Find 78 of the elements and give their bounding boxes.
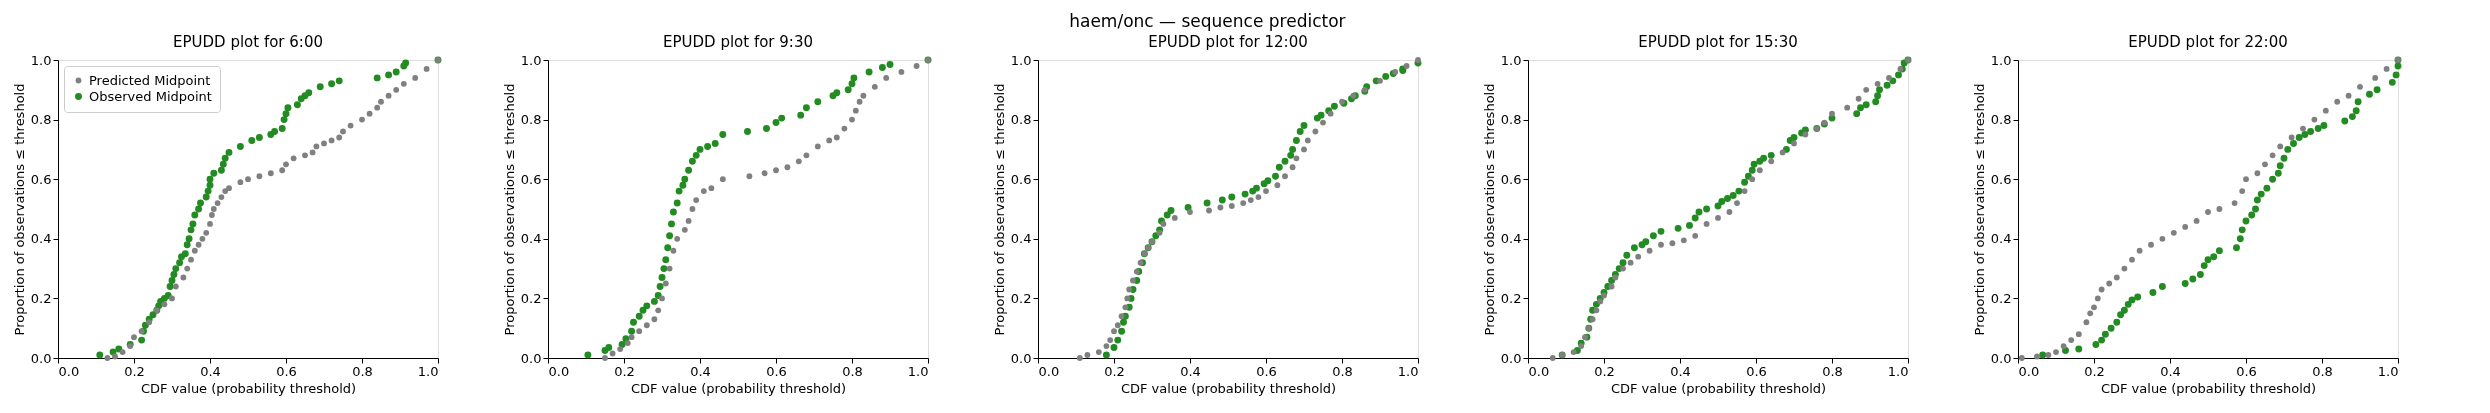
x-tick-label: 0.8 xyxy=(352,363,373,379)
x-tick-label: 0.2 xyxy=(1104,363,1125,379)
x-tick-label: 0.4 xyxy=(200,363,221,379)
y-tick-label: 1.0 xyxy=(30,52,52,68)
x-axis-title: CDF value (probability threshold) xyxy=(1120,380,1337,396)
x-tick-label: 0.2 xyxy=(124,363,145,379)
x-tick-label: 0.8 xyxy=(1822,363,1843,379)
x-tick-label: 0.4 xyxy=(1180,363,1201,379)
chart-title: EPUDD plot for 6:00 xyxy=(173,33,323,51)
y-tick-label: 0.2 xyxy=(1500,290,1522,306)
y-tick-label: 0.6 xyxy=(1010,171,1032,187)
x-tick-label: 0.0 xyxy=(2018,363,2040,379)
x-tick-label: 0.6 xyxy=(2236,363,2257,379)
y-tick-label: 1.0 xyxy=(1500,52,1522,68)
y-tick-label: 0.2 xyxy=(520,290,542,306)
y-tick-label: 1.0 xyxy=(1010,52,1032,68)
x-tick-label: 0.6 xyxy=(1256,363,1277,379)
x-tick-label: 0.4 xyxy=(2160,363,2181,379)
chart-title: EPUDD plot for 15:30 xyxy=(1638,33,1798,51)
y-tick-label: 0.0 xyxy=(30,350,52,366)
x-tick-label: 0.0 xyxy=(548,363,570,379)
y-tick-label: 0.8 xyxy=(30,112,52,128)
y-tick-label: 0.2 xyxy=(30,290,52,306)
x-tick-label: 0.2 xyxy=(1594,363,1615,379)
x-tick-label: 0.6 xyxy=(1746,363,1767,379)
x-axis-title: CDF value (probability threshold) xyxy=(2100,380,2317,396)
x-tick-label: 0.4 xyxy=(1670,363,1691,379)
x-tick-label: 0.6 xyxy=(276,363,297,379)
y-tick-label: 0.0 xyxy=(520,350,542,366)
y-axis-title: Proportion of observations ≤ threshold xyxy=(1481,83,1497,336)
x-tick-label: 0.0 xyxy=(1038,363,1060,379)
y-tick-label: 0.8 xyxy=(1990,112,2012,128)
x-tick-label: 0.8 xyxy=(1332,363,1353,379)
y-axis-title: Proportion of observations ≤ threshold xyxy=(501,83,517,336)
y-tick-label: 0.4 xyxy=(1990,231,2012,247)
x-tick-label: 1.0 xyxy=(1397,363,1419,379)
y-tick-label: 0.6 xyxy=(520,171,542,187)
x-tick-label: 0.6 xyxy=(766,363,787,379)
chart-title: EPUDD plot for 9:30 xyxy=(663,33,813,51)
x-tick-label: 1.0 xyxy=(417,363,439,379)
x-tick-label: 0.2 xyxy=(2084,363,2105,379)
y-tick-label: 0.4 xyxy=(30,231,52,247)
y-tick-label: 0.6 xyxy=(1500,171,1522,187)
y-tick-label: 1.0 xyxy=(1990,52,2012,68)
y-tick-label: 0.8 xyxy=(1500,112,1522,128)
x-tick-label: 1.0 xyxy=(1887,363,1909,379)
y-tick-label: 0.0 xyxy=(1500,350,1522,366)
y-tick-label: 0.4 xyxy=(1010,231,1032,247)
y-axis-title: Proportion of observations ≤ threshold xyxy=(11,83,27,336)
y-tick-label: 0.8 xyxy=(520,112,542,128)
x-tick-label: 0.2 xyxy=(614,363,635,379)
x-tick-label: 0.8 xyxy=(842,363,863,379)
x-tick-label: 0.4 xyxy=(690,363,711,379)
x-tick-label: 1.0 xyxy=(2377,363,2399,379)
legend-label: Observed Midpoint xyxy=(89,88,212,104)
y-tick-label: 0.0 xyxy=(1010,350,1032,366)
y-axis-title: Proportion of observations ≤ threshold xyxy=(1971,83,1987,336)
y-tick-label: 0.2 xyxy=(1990,290,2012,306)
y-tick-label: 1.0 xyxy=(520,52,542,68)
chart-title: EPUDD plot for 12:00 xyxy=(1148,33,1308,51)
chart-title: EPUDD plot for 22:00 xyxy=(2128,33,2288,51)
y-tick-label: 0.6 xyxy=(30,171,52,187)
y-tick-label: 0.8 xyxy=(1010,112,1032,128)
x-axis-title: CDF value (probability threshold) xyxy=(630,380,847,396)
x-tick-label: 1.0 xyxy=(907,363,929,379)
y-tick-label: 0.2 xyxy=(1010,290,1032,306)
y-tick-label: 0.6 xyxy=(1990,171,2012,187)
x-axis-title: CDF value (probability threshold) xyxy=(1610,380,1827,396)
x-tick-label: 0.0 xyxy=(1528,363,1550,379)
y-tick-label: 0.0 xyxy=(1990,350,2012,366)
x-tick-label: 0.8 xyxy=(2312,363,2333,379)
x-axis-title: CDF value (probability threshold) xyxy=(140,380,357,396)
legend-label: Predicted Midpoint xyxy=(89,72,211,88)
y-tick-label: 0.4 xyxy=(520,231,542,247)
y-axis-title: Proportion of observations ≤ threshold xyxy=(991,83,1007,336)
x-tick-label: 0.0 xyxy=(58,363,80,379)
text: haem/onc — sequence predictor xyxy=(1069,10,1346,31)
y-tick-label: 0.4 xyxy=(1500,231,1522,247)
